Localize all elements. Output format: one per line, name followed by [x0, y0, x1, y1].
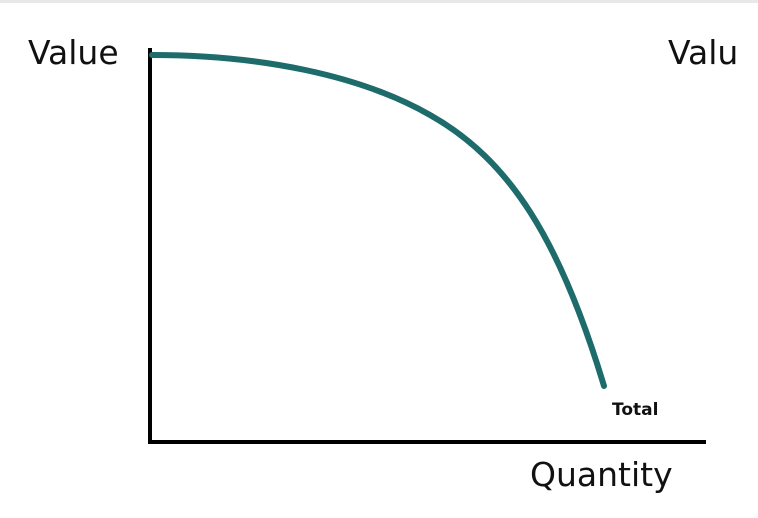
cut-off-label: Valu [668, 33, 738, 72]
x-axis-label: Quantity [530, 455, 673, 494]
top-border [0, 0, 758, 3]
total-value-curve [149, 52, 607, 389]
curve-end-label: Total [612, 400, 658, 420]
y-axis-label: Value [28, 33, 119, 72]
